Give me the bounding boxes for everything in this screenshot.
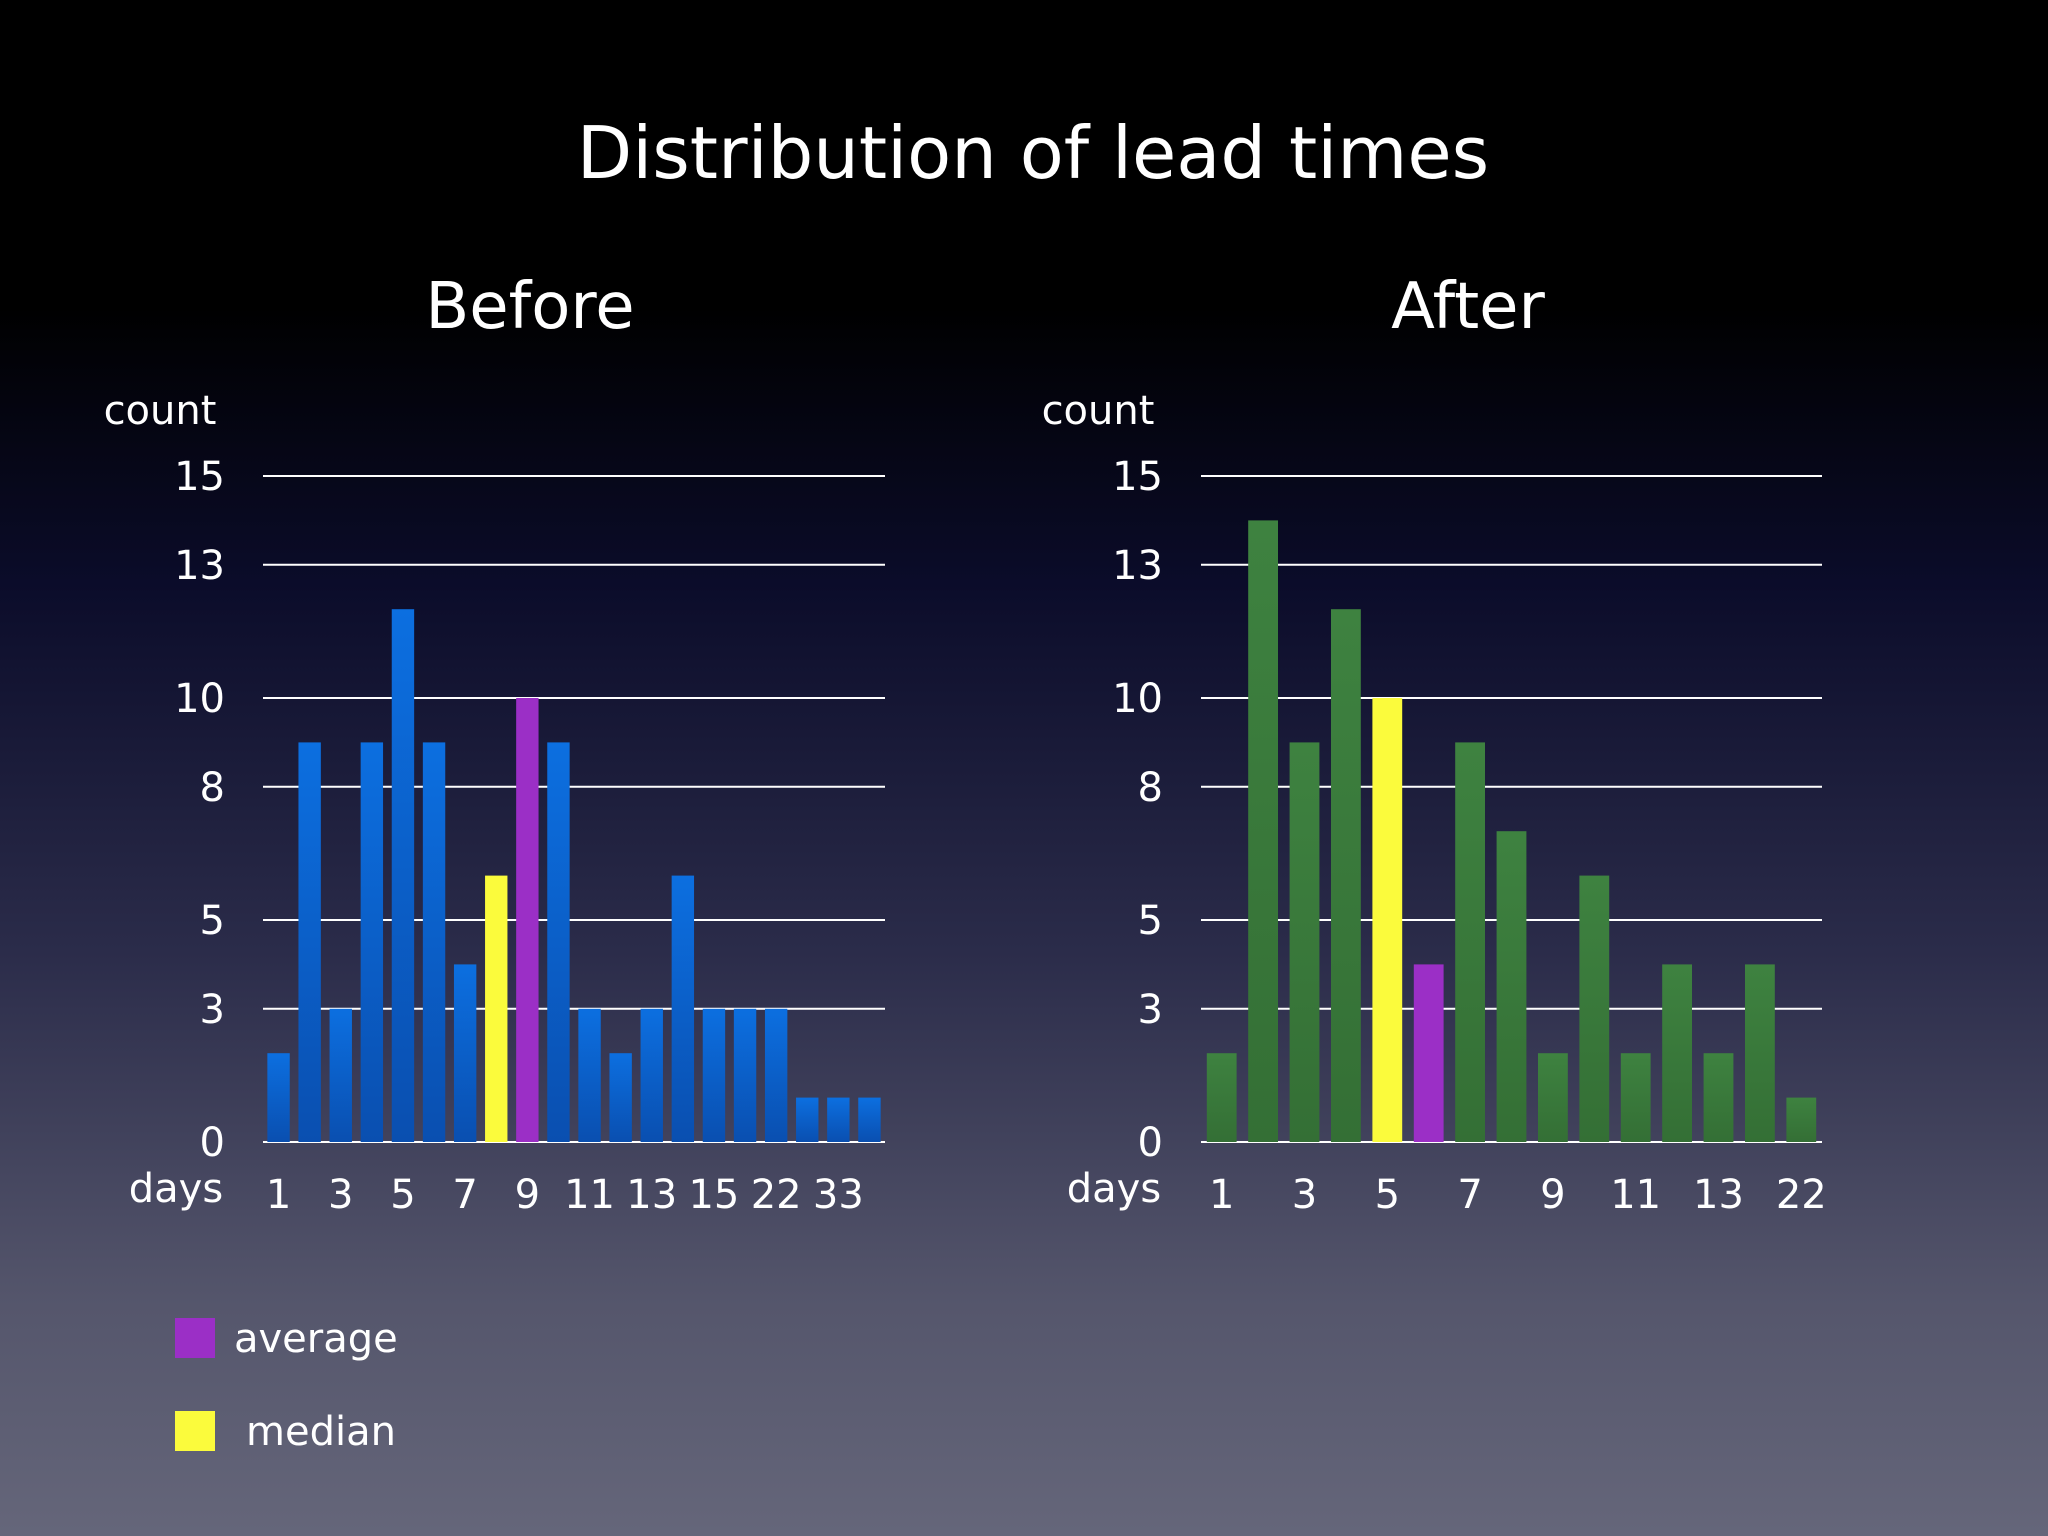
y-tick-label: 10 — [1112, 676, 1163, 722]
x-axis-label: days — [1067, 1166, 1161, 1212]
x-tick-label: 11 — [1610, 1172, 1661, 1218]
legend-swatch — [175, 1411, 215, 1451]
y-axis-label: count — [104, 388, 217, 434]
x-tick-label: 1 — [266, 1172, 291, 1218]
bar — [1248, 520, 1279, 1142]
bar — [547, 742, 570, 1142]
bar — [1579, 875, 1610, 1142]
x-tick-label: 22 — [751, 1172, 802, 1218]
bar — [1703, 1053, 1734, 1142]
bar — [1496, 831, 1527, 1142]
y-tick-label: 15 — [174, 454, 225, 500]
bar — [267, 1053, 290, 1142]
bar — [1537, 1053, 1568, 1142]
legend-swatch — [175, 1318, 215, 1358]
x-tick-label: 5 — [390, 1172, 415, 1218]
bar — [1620, 1053, 1651, 1142]
bar — [1206, 1053, 1237, 1142]
bar — [516, 698, 539, 1142]
bar — [298, 742, 321, 1142]
x-tick-label: 11 — [564, 1172, 615, 1218]
y-tick-label: 8 — [1138, 765, 1163, 811]
bar — [1289, 742, 1320, 1142]
bar — [702, 1008, 726, 1142]
y-tick-label: 3 — [1138, 987, 1163, 1033]
bar — [609, 1053, 632, 1142]
x-tick-label: 13 — [1693, 1172, 1744, 1218]
bar — [640, 1008, 663, 1142]
y-axis-label: count — [1042, 388, 1155, 434]
legend-item-average: average — [175, 1316, 398, 1362]
bar — [329, 1008, 352, 1142]
bar — [1372, 698, 1403, 1142]
panel-subtitle: After — [1391, 270, 1545, 344]
x-tick-label: 9 — [515, 1172, 540, 1218]
bar — [1455, 742, 1486, 1142]
bar — [796, 1097, 819, 1142]
bar — [671, 875, 695, 1142]
x-tick-label: 7 — [1457, 1172, 1482, 1218]
x-tick-label: 13 — [626, 1172, 677, 1218]
legend-label: median — [246, 1409, 396, 1455]
x-tick-label: 15 — [688, 1172, 739, 1218]
bar — [1662, 964, 1693, 1142]
x-tick-label: 7 — [452, 1172, 477, 1218]
bar — [1744, 964, 1775, 1142]
bar — [391, 609, 415, 1142]
x-tick-label: 33 — [813, 1172, 864, 1218]
panel-subtitle: Before — [425, 270, 634, 344]
y-tick-label: 5 — [200, 898, 225, 944]
y-tick-label: 0 — [1138, 1120, 1163, 1166]
x-tick-label: 5 — [1375, 1172, 1400, 1218]
bar — [1330, 609, 1361, 1142]
bar — [1786, 1097, 1817, 1142]
chart-title: Distribution of lead times — [577, 111, 1489, 195]
y-tick-label: 0 — [200, 1120, 225, 1166]
y-tick-label: 8 — [200, 765, 225, 811]
legend: average median — [175, 1316, 398, 1455]
bar — [1413, 964, 1444, 1142]
bar — [858, 1097, 881, 1142]
y-tick-label: 13 — [1112, 543, 1163, 589]
bar — [578, 1008, 601, 1142]
legend-label: average — [234, 1316, 398, 1362]
y-tick-label: 13 — [174, 543, 225, 589]
bar — [453, 964, 477, 1142]
x-tick-label: 1 — [1209, 1172, 1234, 1218]
y-tick-label: 15 — [1112, 454, 1163, 500]
bar — [827, 1097, 850, 1142]
y-tick-label: 5 — [1138, 898, 1163, 944]
x-tick-label: 9 — [1540, 1172, 1565, 1218]
x-tick-label: 22 — [1776, 1172, 1827, 1218]
legend-item-median: median — [175, 1409, 396, 1455]
x-axis-label: days — [129, 1166, 223, 1212]
bar — [733, 1008, 757, 1142]
bar — [360, 742, 384, 1142]
y-tick-label: 3 — [200, 987, 225, 1033]
bar — [422, 742, 446, 1142]
x-tick-label: 3 — [1292, 1172, 1317, 1218]
bar — [485, 875, 508, 1142]
x-tick-label: 3 — [328, 1172, 353, 1218]
y-tick-label: 10 — [174, 676, 225, 722]
bar — [764, 1008, 788, 1142]
